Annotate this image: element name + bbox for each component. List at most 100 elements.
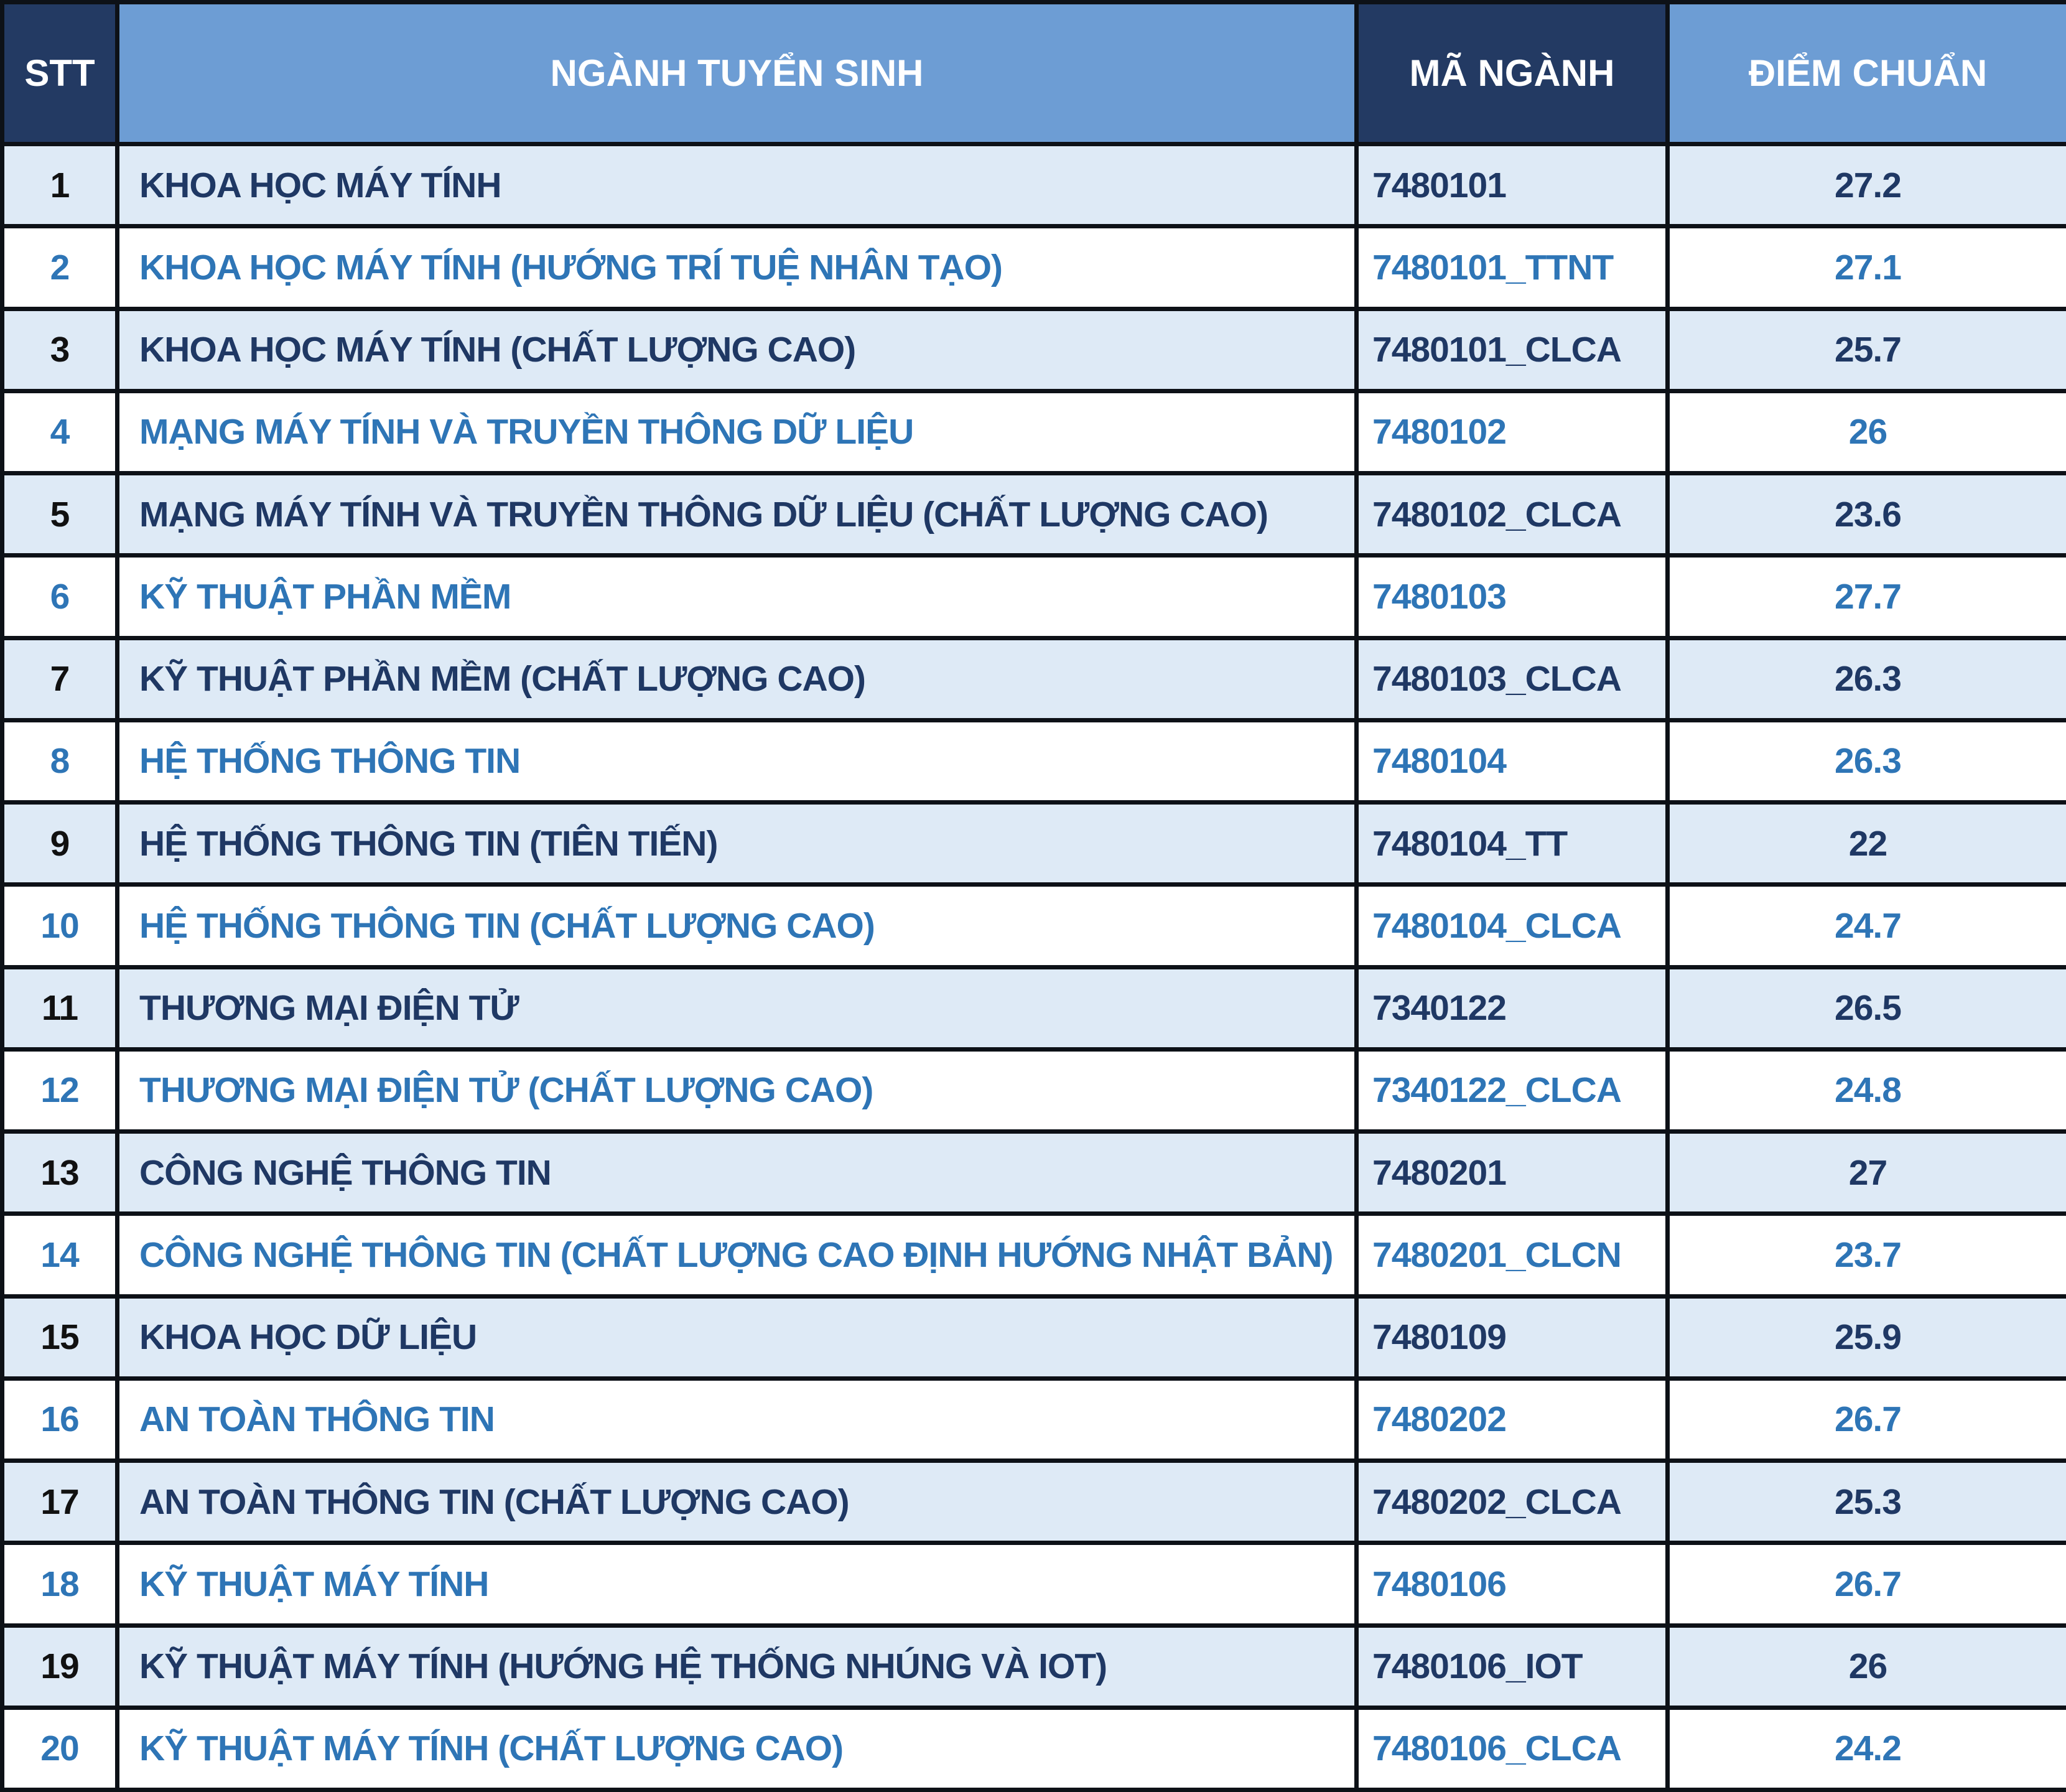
score-value: 25.3 xyxy=(1665,1458,2066,1546)
table-row: 1 KHOA HỌC MÁY TÍNH 7480101 27.2 xyxy=(0,141,2066,229)
score-value: 23.6 xyxy=(1665,470,2066,558)
major-name: MẠNG MÁY TÍNH VÀ TRUYỀN THÔNG DỮ LIỆU xyxy=(115,388,1359,476)
score-value: 27.1 xyxy=(1665,224,2066,311)
header-score: ĐIỂM CHUẨN xyxy=(1665,0,2066,146)
row-index: 12 xyxy=(0,1047,119,1134)
major-name: CÔNG NGHỆ THÔNG TIN (CHẤT LƯỢNG CAO ĐỊNH… xyxy=(115,1211,1359,1299)
major-code: 7480104_TT xyxy=(1354,800,1670,887)
score-value: 24.8 xyxy=(1665,1047,2066,1134)
major-code: 7480104_CLCA xyxy=(1354,882,1670,969)
major-code: 7480106 xyxy=(1354,1541,1670,1628)
major-name: KHOA HỌC MÁY TÍNH (CHẤT LƯỢNG CAO) xyxy=(115,306,1359,393)
major-code: 7480202_CLCA xyxy=(1354,1458,1670,1546)
score-value: 24.7 xyxy=(1665,882,2066,969)
score-value: 26.7 xyxy=(1665,1541,2066,1628)
row-index: 6 xyxy=(0,553,119,640)
score-value: 26 xyxy=(1665,1623,2066,1710)
major-code: 7480101 xyxy=(1354,141,1670,229)
table-row: 11 THƯƠNG MẠI ĐIỆN TỬ 7340122 26.5 xyxy=(0,964,2066,1052)
row-index: 1 xyxy=(0,141,119,229)
major-name: AN TOÀN THÔNG TIN xyxy=(115,1376,1359,1463)
header-code: MÃ NGÀNH xyxy=(1354,0,1670,146)
score-value: 26.7 xyxy=(1665,1376,2066,1463)
major-code: 7480104 xyxy=(1354,717,1670,805)
row-index: 10 xyxy=(0,882,119,969)
score-value: 26 xyxy=(1665,388,2066,476)
major-name: CÔNG NGHỆ THÔNG TIN xyxy=(115,1129,1359,1216)
major-code: 7480101_TTNT xyxy=(1354,224,1670,311)
major-name: KỸ THUẬT PHẦN MỀM (CHẤT LƯỢNG CAO) xyxy=(115,635,1359,722)
major-code: 7480109 xyxy=(1354,1294,1670,1381)
row-index: 4 xyxy=(0,388,119,476)
table-row: 16 AN TOÀN THÔNG TIN 7480202 26.7 xyxy=(0,1376,2066,1463)
major-name: KHOA HỌC DỮ LIỆU xyxy=(115,1294,1359,1381)
header-stt: STT xyxy=(0,0,119,146)
major-name: HỆ THỐNG THÔNG TIN xyxy=(115,717,1359,805)
score-value: 26.3 xyxy=(1665,717,2066,805)
table-row: 5 MẠNG MÁY TÍNH VÀ TRUYỀN THÔNG DỮ LIỆU … xyxy=(0,470,2066,558)
major-code: 7480103 xyxy=(1354,553,1670,640)
major-code: 7340122 xyxy=(1354,964,1670,1052)
major-name: KHOA HỌC MÁY TÍNH xyxy=(115,141,1359,229)
major-name: THƯƠNG MẠI ĐIỆN TỬ (CHẤT LƯỢNG CAO) xyxy=(115,1047,1359,1134)
row-index: 16 xyxy=(0,1376,119,1463)
major-name: KỸ THUẬT PHẦN MỀM xyxy=(115,553,1359,640)
score-value: 27 xyxy=(1665,1129,2066,1216)
row-index: 17 xyxy=(0,1458,119,1546)
table-row: 3 KHOA HỌC MÁY TÍNH (CHẤT LƯỢNG CAO) 748… xyxy=(0,306,2066,393)
score-value: 26.3 xyxy=(1665,635,2066,722)
row-index: 2 xyxy=(0,224,119,311)
row-index: 5 xyxy=(0,470,119,558)
table-row: 13 CÔNG NGHỆ THÔNG TIN 7480201 27 xyxy=(0,1129,2066,1216)
major-name: KHOA HỌC MÁY TÍNH (HƯỚNG TRÍ TUỆ NHÂN TẠ… xyxy=(115,224,1359,311)
major-name: AN TOÀN THÔNG TIN (CHẤT LƯỢNG CAO) xyxy=(115,1458,1359,1546)
table-row: 4 MẠNG MÁY TÍNH VÀ TRUYỀN THÔNG DỮ LIỆU … xyxy=(0,388,2066,476)
major-code: 7480101_CLCA xyxy=(1354,306,1670,393)
row-index: 9 xyxy=(0,800,119,887)
row-index: 7 xyxy=(0,635,119,722)
score-value: 27.7 xyxy=(1665,553,2066,640)
row-index: 20 xyxy=(0,1705,119,1792)
major-code: 7480201 xyxy=(1354,1129,1670,1216)
score-value: 22 xyxy=(1665,800,2066,887)
table-row: 6 KỸ THUẬT PHẦN MỀM 7480103 27.7 xyxy=(0,553,2066,640)
major-name: KỸ THUẬT MÁY TÍNH xyxy=(115,1541,1359,1628)
row-index: 14 xyxy=(0,1211,119,1299)
score-value: 25.9 xyxy=(1665,1294,2066,1381)
major-name: MẠNG MÁY TÍNH VÀ TRUYỀN THÔNG DỮ LIỆU (C… xyxy=(115,470,1359,558)
table-body: 1 KHOA HỌC MÁY TÍNH 7480101 27.2 2 KHOA … xyxy=(0,141,2066,1792)
score-value: 23.7 xyxy=(1665,1211,2066,1299)
table-row: 10 HỆ THỐNG THÔNG TIN (CHẤT LƯỢNG CAO) 7… xyxy=(0,882,2066,969)
row-index: 19 xyxy=(0,1623,119,1710)
major-code: 7480106_IOT xyxy=(1354,1623,1670,1710)
major-code: 7480202 xyxy=(1354,1376,1670,1463)
row-index: 15 xyxy=(0,1294,119,1381)
row-index: 11 xyxy=(0,964,119,1052)
major-code: 7340122_CLCA xyxy=(1354,1047,1670,1134)
major-name: KỸ THUẬT MÁY TÍNH (CHẤT LƯỢNG CAO) xyxy=(115,1705,1359,1792)
score-value: 25.7 xyxy=(1665,306,2066,393)
table-row: 17 AN TOÀN THÔNG TIN (CHẤT LƯỢNG CAO) 74… xyxy=(0,1458,2066,1546)
major-code: 7480103_CLCA xyxy=(1354,635,1670,722)
major-name: HỆ THỐNG THÔNG TIN (TIÊN TIẾN) xyxy=(115,800,1359,887)
header-major: NGÀNH TUYỂN SINH xyxy=(115,0,1359,146)
table-row: 15 KHOA HỌC DỮ LIỆU 7480109 25.9 xyxy=(0,1294,2066,1381)
major-name: KỸ THUẬT MÁY TÍNH (HƯỚNG HỆ THỐNG NHÚNG … xyxy=(115,1623,1359,1710)
table-row: 14 CÔNG NGHỆ THÔNG TIN (CHẤT LƯỢNG CAO Đ… xyxy=(0,1211,2066,1299)
major-code: 7480102 xyxy=(1354,388,1670,476)
score-value: 26.5 xyxy=(1665,964,2066,1052)
table-row: 12 THƯƠNG MẠI ĐIỆN TỬ (CHẤT LƯỢNG CAO) 7… xyxy=(0,1047,2066,1134)
major-name: THƯƠNG MẠI ĐIỆN TỬ xyxy=(115,964,1359,1052)
table-row: 2 KHOA HỌC MÁY TÍNH (HƯỚNG TRÍ TUỆ NHÂN … xyxy=(0,224,2066,311)
major-code: 7480102_CLCA xyxy=(1354,470,1670,558)
row-index: 13 xyxy=(0,1129,119,1216)
table-row: 8 HỆ THỐNG THÔNG TIN 7480104 26.3 xyxy=(0,717,2066,805)
header-row: STT NGÀNH TUYỂN SINH MÃ NGÀNH ĐIỂM CHUẨN xyxy=(0,0,2066,146)
major-code: 7480106_CLCA xyxy=(1354,1705,1670,1792)
table-row: 9 HỆ THỐNG THÔNG TIN (TIÊN TIẾN) 7480104… xyxy=(0,800,2066,887)
major-name: HỆ THỐNG THÔNG TIN (CHẤT LƯỢNG CAO) xyxy=(115,882,1359,969)
table-row: 18 KỸ THUẬT MÁY TÍNH 7480106 26.7 xyxy=(0,1541,2066,1628)
major-code: 7480201_CLCN xyxy=(1354,1211,1670,1299)
